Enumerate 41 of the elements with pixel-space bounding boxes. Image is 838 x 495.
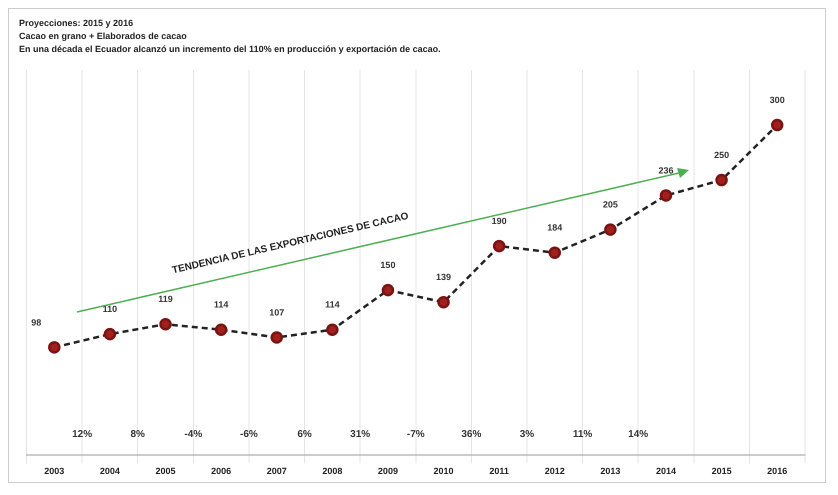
x-tick-label: 2008 (322, 466, 342, 476)
data-label: 110 (102, 304, 118, 314)
text: 36% (461, 429, 482, 440)
data-label: 184 (547, 222, 562, 233)
text: -6% (240, 429, 258, 440)
x-tick-label: 2016 (767, 466, 788, 476)
data-label: 119 (158, 294, 173, 304)
x-tick-label: 2012 (544, 466, 565, 476)
text: 31% (350, 429, 370, 440)
x-tick-label: 2009 (378, 466, 398, 476)
data-label: 98 (31, 317, 42, 328)
text: -4% (184, 429, 202, 440)
data-label: 107 (269, 307, 284, 318)
chart-subtitle: Cacao en grano + Elaborados de cacao En una década el Ecuador alcanzó un incremento del 110% en producción y exportación de cacao. (19, 30, 442, 56)
text: 3% (520, 429, 534, 440)
x-tick-label: 2005 (156, 466, 176, 476)
text: 8% (130, 429, 146, 440)
x-tick-label: 2014 (656, 466, 676, 476)
text: 12% (72, 429, 92, 440)
text: 11% (572, 429, 592, 440)
chart-title: Proyecciones: 2015 y 2016 (19, 17, 134, 30)
text: 6% (297, 429, 312, 440)
x-tick-label: 2011 (489, 466, 509, 476)
data-label: 236 (658, 165, 674, 176)
data-label: 150 (380, 260, 396, 270)
data-label: 300 (770, 95, 785, 106)
data-label: 139 (436, 272, 452, 282)
x-tick-label: 2013 (600, 466, 620, 476)
x-tick-label: 2015 (712, 466, 732, 476)
data-label: 114 (214, 300, 228, 310)
x-tick-label: 2006 (211, 466, 232, 476)
data-label: 190 (492, 216, 507, 226)
x-tick-label: 2003 (44, 466, 64, 476)
data-label: 205 (602, 200, 618, 210)
text: 14% (628, 429, 648, 440)
data-label: 114 (325, 300, 340, 310)
x-tick-label: 2010 (434, 466, 454, 476)
data-label: 250 (714, 150, 730, 160)
x-tick-label: 2007 (266, 466, 287, 476)
text: -7% (406, 429, 425, 440)
x-tick-label: 2004 (100, 466, 120, 476)
